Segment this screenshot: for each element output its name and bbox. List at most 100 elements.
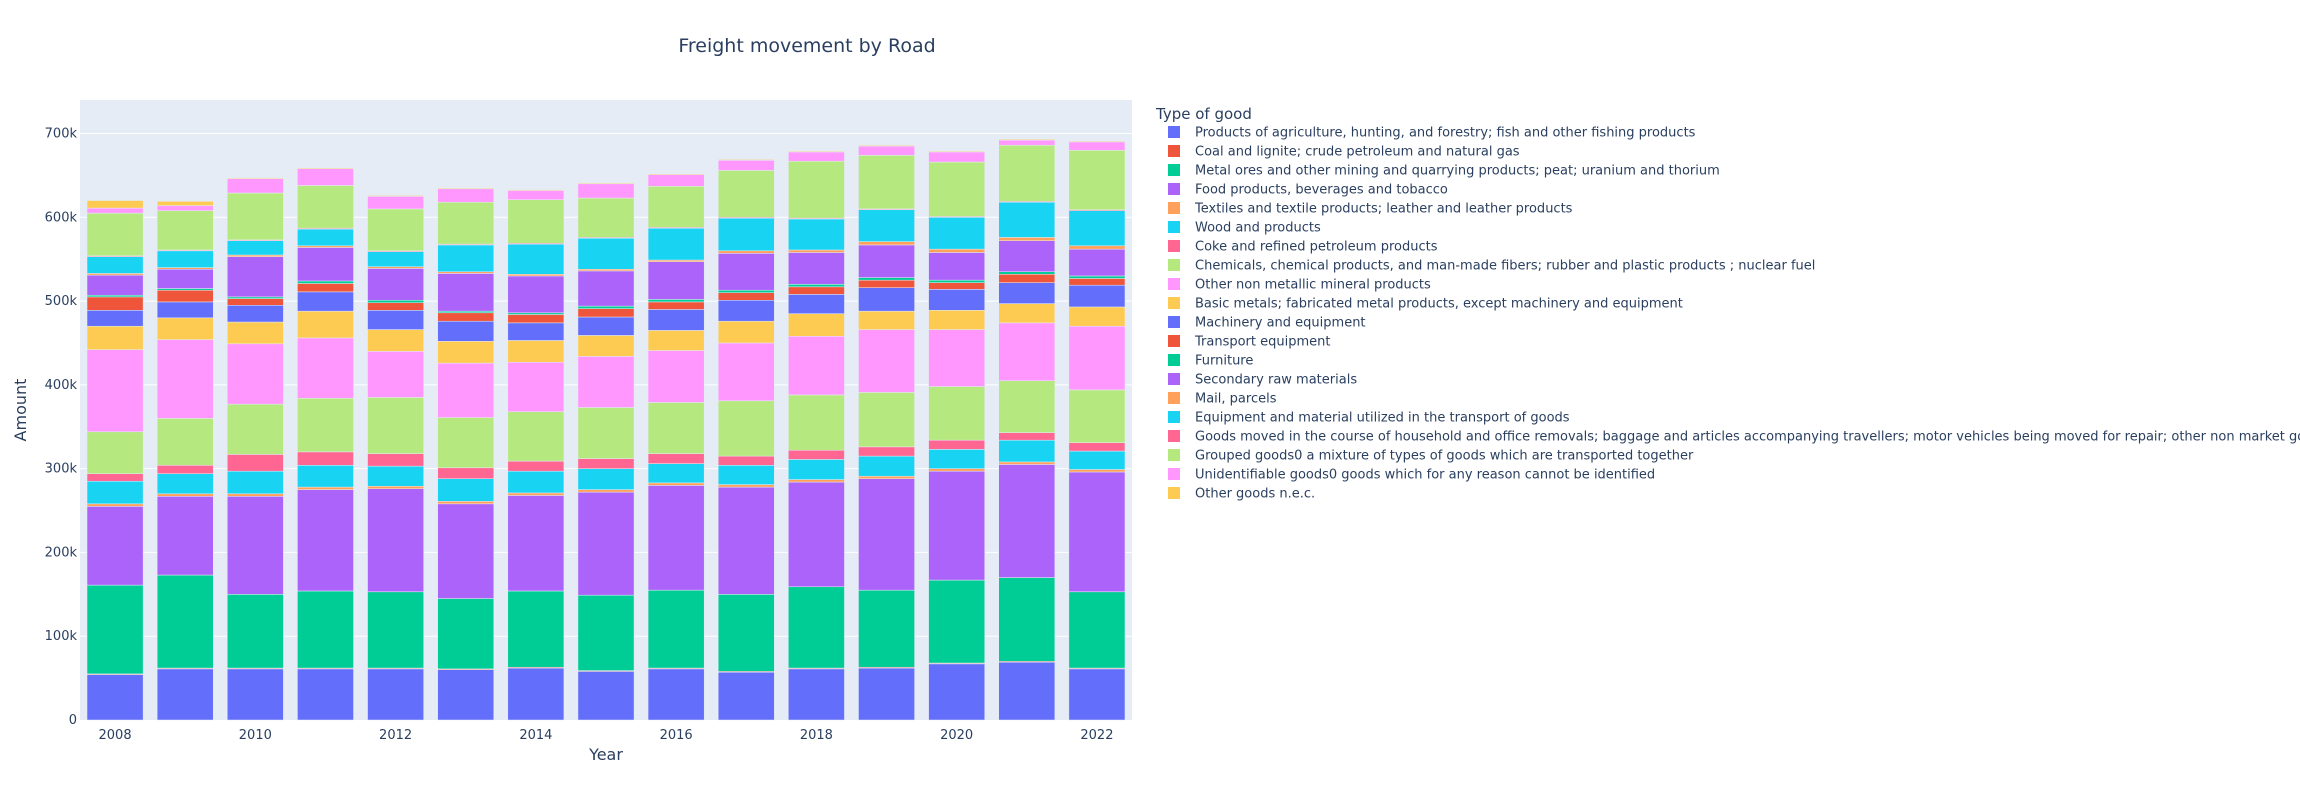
bar-segment[interactable]	[507, 411, 565, 462]
bar-segment[interactable]	[928, 282, 985, 290]
bar-segment[interactable]	[928, 252, 985, 281]
bar-segment[interactable]	[858, 277, 915, 281]
bar-segment[interactable]	[788, 218, 845, 251]
bar-segment[interactable]	[577, 316, 635, 336]
bar-segment[interactable]	[156, 201, 214, 206]
bar-segment[interactable]	[788, 249, 845, 253]
bar-segment[interactable]	[86, 506, 144, 586]
bar-segment[interactable]	[788, 336, 845, 396]
bar-segment[interactable]	[928, 289, 985, 311]
bar-segment[interactable]	[998, 144, 1056, 202]
bar-segment[interactable]	[928, 449, 985, 469]
bar-segment[interactable]	[717, 253, 775, 291]
bar-segment[interactable]	[437, 598, 495, 670]
bar-segment[interactable]	[507, 314, 565, 324]
bar-segment[interactable]	[507, 275, 565, 314]
bar-segment[interactable]	[156, 493, 214, 497]
bar-segment[interactable]	[507, 199, 565, 244]
bar-segment[interactable]	[507, 492, 565, 496]
bar-segment[interactable]	[227, 256, 284, 298]
bar-segment[interactable]	[507, 274, 565, 277]
bar-segment[interactable]	[788, 459, 845, 480]
bar-segment[interactable]	[437, 341, 495, 364]
bar-segment[interactable]	[367, 488, 424, 593]
bar-segment[interactable]	[1068, 442, 1126, 452]
legend-item[interactable]: Goods moved in the course of household a…	[1168, 430, 2300, 445]
bar-segment[interactable]	[647, 301, 705, 310]
bar-segment[interactable]	[577, 671, 635, 721]
legend-item[interactable]: Unidentifiable goods0 goods which for an…	[1168, 468, 1655, 483]
bar-segment[interactable]	[647, 330, 705, 351]
bar-segment[interactable]	[717, 160, 775, 171]
bar-segment[interactable]	[647, 482, 705, 486]
legend-item[interactable]: Mail, parcels	[1168, 392, 1277, 407]
bar-segment[interactable]	[717, 342, 775, 402]
legend-item[interactable]: Other goods n.e.c.	[1168, 487, 1315, 502]
legend-item[interactable]: Food products, beverages and tobacco	[1168, 183, 1448, 198]
bar-segment[interactable]	[367, 668, 424, 721]
bar-segment[interactable]	[437, 273, 495, 312]
bar-segment[interactable]	[928, 663, 985, 721]
bar-segment[interactable]	[437, 478, 495, 502]
bar-segment[interactable]	[297, 489, 354, 592]
bar-segment[interactable]	[788, 286, 845, 295]
legend-item[interactable]: Other non metallic mineral products	[1168, 278, 1431, 293]
bar-segment[interactable]	[998, 439, 1056, 463]
legend-item[interactable]: Chemicals, chemical products, and man-ma…	[1168, 259, 1815, 274]
bar-segment[interactable]	[367, 453, 424, 467]
bar-segment[interactable]	[507, 243, 565, 275]
bar-segment[interactable]	[297, 283, 354, 293]
bar-segment[interactable]	[717, 250, 775, 254]
bar-segment[interactable]	[647, 299, 705, 303]
bar-segment[interactable]	[156, 317, 214, 340]
bar-segment[interactable]	[998, 201, 1056, 238]
legend-item[interactable]: Secondary raw materials	[1168, 373, 1357, 388]
bar-segment[interactable]	[86, 480, 144, 505]
bar-segment[interactable]	[717, 594, 775, 672]
bar-segment[interactable]	[1068, 140, 1126, 143]
bar-segment[interactable]	[437, 187, 495, 190]
bar-segment[interactable]	[577, 407, 635, 459]
bar-segment[interactable]	[86, 431, 144, 474]
bar-segment[interactable]	[227, 178, 284, 194]
bar-segment[interactable]	[507, 460, 565, 472]
bar-segment[interactable]	[86, 584, 144, 675]
bar-segment[interactable]	[788, 449, 845, 460]
bar-segment[interactable]	[86, 473, 144, 482]
legend[interactable]: Type of good Products of agriculture, hu…	[1155, 105, 2300, 502]
legend-item[interactable]: Machinery and equipment	[1168, 316, 1366, 331]
bar-segment[interactable]	[507, 667, 565, 721]
bar-segment[interactable]	[647, 589, 705, 669]
bar-segment[interactable]	[227, 254, 284, 257]
bar-segment[interactable]	[507, 590, 565, 668]
bar-segment[interactable]	[1068, 469, 1126, 473]
bar-segment[interactable]	[647, 173, 705, 175]
bar-segment[interactable]	[788, 294, 845, 314]
bar-segment[interactable]	[998, 577, 1056, 662]
bar-segment[interactable]	[858, 241, 915, 246]
bar-segment[interactable]	[928, 161, 985, 217]
bar-segment[interactable]	[858, 475, 915, 479]
bar-segment[interactable]	[717, 400, 775, 457]
bar-segment[interactable]	[577, 594, 635, 671]
bar-segment[interactable]	[156, 205, 214, 211]
bar-segment[interactable]	[507, 322, 565, 341]
bar-segment[interactable]	[717, 455, 775, 466]
bar-segment[interactable]	[1068, 306, 1126, 327]
bar-segment[interactable]	[998, 432, 1056, 441]
bar-segment[interactable]	[577, 468, 635, 490]
legend-item[interactable]: Equipment and material utilized in the t…	[1168, 411, 1570, 426]
bar-segment[interactable]	[227, 305, 284, 323]
bar-segment[interactable]	[928, 386, 985, 441]
legend-item[interactable]: Coal and lignite; crude petroleum and na…	[1168, 145, 1520, 160]
bar-segment[interactable]	[717, 320, 775, 344]
bar-segment[interactable]	[156, 668, 214, 721]
bar-segment[interactable]	[647, 668, 705, 721]
bar-segment[interactable]	[858, 589, 915, 668]
bar-segment[interactable]	[297, 310, 354, 339]
legend-item[interactable]: Furniture	[1168, 354, 1253, 369]
bar-segment[interactable]	[227, 177, 284, 180]
bar-segment[interactable]	[437, 669, 495, 721]
bar-segment[interactable]	[788, 481, 845, 588]
bar-segment[interactable]	[297, 465, 354, 488]
